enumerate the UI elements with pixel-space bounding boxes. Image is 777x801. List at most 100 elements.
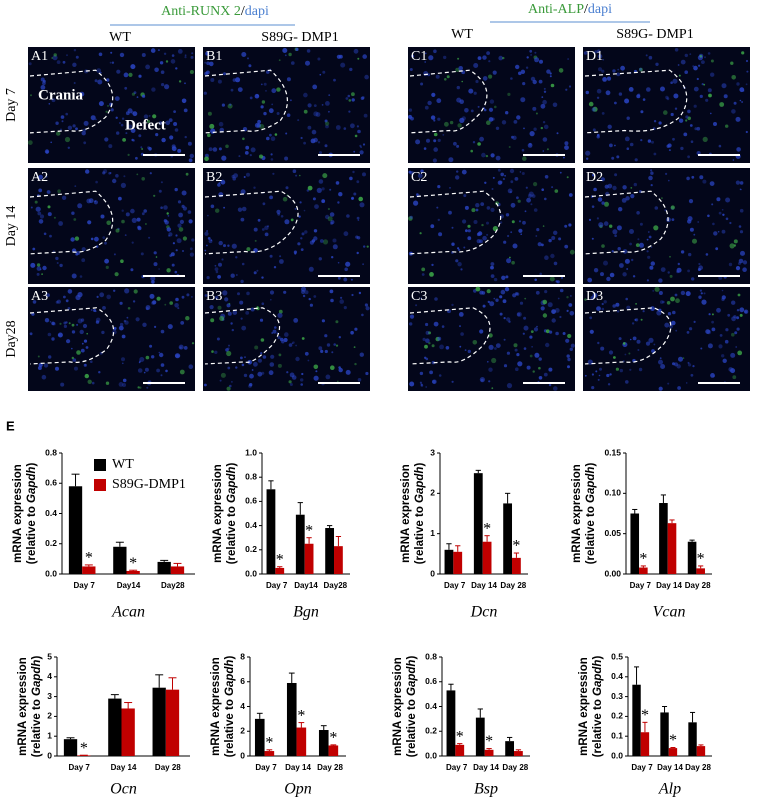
cell-signal: [253, 271, 257, 275]
cell-signal: [626, 116, 630, 120]
cell-signal: [167, 215, 170, 217]
significance-mark: *: [697, 551, 705, 568]
cell-signal: [335, 320, 339, 324]
bar: [453, 551, 463, 574]
cell-signal: [163, 219, 168, 223]
cell-signal: [90, 309, 93, 311]
cell-signal: [178, 344, 184, 350]
cell-signal: [183, 108, 188, 113]
y-tick-label: 0: [47, 750, 52, 760]
cell-signal: [705, 329, 711, 334]
cell-signal: [224, 297, 229, 302]
cell-signal: [651, 140, 654, 144]
cell-signal: [456, 170, 459, 173]
cell-signal: [216, 337, 220, 341]
cell-signal: [99, 71, 102, 74]
cell-signal: [479, 329, 484, 334]
cell-signal: [535, 235, 538, 237]
cell-signal: [678, 118, 684, 123]
cell-signal: [311, 129, 317, 135]
cell-signal: [740, 188, 742, 191]
cell-signal: [431, 344, 435, 348]
cell-signal: [425, 330, 430, 335]
cell-signal: [542, 299, 548, 305]
cell-signal: [95, 320, 100, 324]
cell-signal: [220, 372, 226, 378]
cell-signal: [725, 124, 729, 128]
cell-signal: [261, 276, 264, 279]
cell-signal: [330, 221, 334, 225]
cell-signal: [473, 63, 479, 68]
cell-signal: [319, 73, 322, 76]
cell-signal: [145, 355, 150, 360]
cell-signal: [131, 241, 134, 244]
cell-signal: [427, 100, 432, 106]
cell-signal: [155, 133, 159, 137]
cell-signal: [63, 295, 66, 299]
y-tick-label: 0.2: [425, 726, 437, 736]
cell-signal: [254, 122, 260, 128]
cell-signal: [291, 342, 294, 345]
cell-signal: [300, 248, 304, 252]
cell-signal: [271, 103, 274, 106]
cell-signal: [648, 55, 653, 60]
cell-signal: [354, 327, 358, 331]
cell-signal: [541, 96, 544, 98]
cell-signal: [260, 105, 264, 109]
cell-signal: [343, 231, 349, 237]
cell-signal: [588, 101, 594, 107]
cell-signal: [502, 299, 507, 304]
row-label: Day 14: [4, 206, 19, 247]
cell-signal: [286, 113, 291, 117]
cell-signal: [126, 316, 129, 319]
cell-signal: [531, 346, 533, 348]
y-axis-label-part: ): [226, 463, 238, 467]
cell-signal: [95, 245, 99, 248]
cell-signal: [592, 128, 596, 132]
cell-signal: [349, 67, 353, 72]
cell-signal: [51, 98, 56, 103]
cell-signal: [308, 297, 311, 301]
cell-signal: [279, 337, 284, 342]
cell-signal: [464, 349, 467, 351]
cell-signal: [140, 146, 143, 149]
cell-signal: [687, 269, 690, 273]
cell-signal: [512, 135, 517, 140]
cell-signal: [174, 270, 178, 274]
cell-signal: [300, 136, 303, 140]
cell-signal: [410, 116, 414, 121]
cell-signal: [658, 121, 662, 125]
cell-signal: [598, 374, 601, 377]
stain-counter: dapi: [245, 4, 269, 19]
cell-signal: [636, 339, 641, 344]
x-tick-label: Day 7: [446, 763, 468, 772]
cell-signal: [157, 49, 160, 52]
y-tick-label: 0.15: [604, 447, 621, 457]
cell-signal: [83, 339, 88, 343]
cell-signal: [475, 286, 481, 292]
cell-signal: [217, 275, 222, 279]
cell-signal: [44, 318, 50, 323]
cell-signal: [409, 381, 415, 387]
cell-signal: [585, 90, 589, 95]
cell-signal: [722, 213, 725, 216]
cell-signal: [687, 116, 691, 121]
cell-signal: [261, 371, 265, 375]
cell-signal: [166, 268, 171, 273]
cell-signal: [83, 120, 89, 126]
cell-signal: [295, 47, 299, 52]
cell-signal: [728, 367, 733, 372]
y-axis-label-part: ): [31, 656, 43, 660]
cell-signal: [51, 321, 55, 326]
cell-signal: [267, 225, 269, 228]
cell-signal: [167, 324, 173, 330]
cell-signal: [318, 179, 324, 184]
cell-signal: [363, 245, 366, 248]
cell-signal: [168, 234, 171, 237]
cell-signal: [518, 71, 522, 76]
bar: [475, 717, 485, 756]
cell-signal: [735, 346, 738, 348]
cell-signal: [203, 91, 207, 95]
cell-signal: [619, 368, 623, 373]
cell-signal: [495, 126, 500, 130]
